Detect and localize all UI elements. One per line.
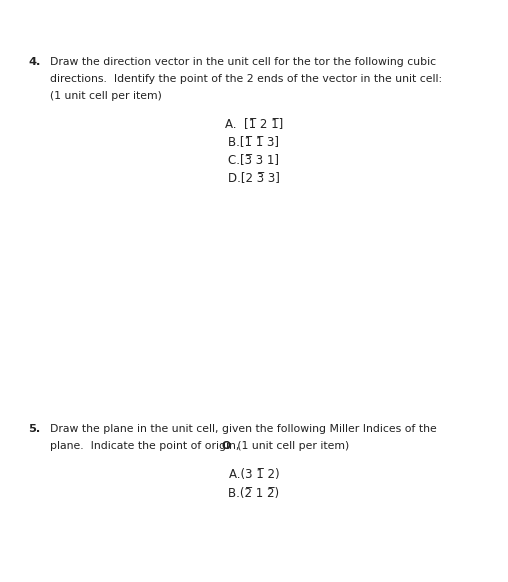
Text: .  (1 unit cell per item): . (1 unit cell per item): [228, 441, 350, 451]
Text: 5.: 5.: [28, 424, 40, 434]
Text: O: O: [222, 441, 231, 451]
Text: 4.: 4.: [28, 57, 40, 67]
Text: D.[2 3̅ 3]: D.[2 3̅ 3]: [228, 171, 280, 184]
Text: Draw the direction vector in the unit cell for the tor the following cubic: Draw the direction vector in the unit ce…: [50, 57, 436, 67]
Text: C.[3̅ 3 1]: C.[3̅ 3 1]: [229, 153, 279, 166]
Text: plane.  Indicate the point of origin,: plane. Indicate the point of origin,: [50, 441, 243, 451]
Text: Draw the plane in the unit cell, given the following Miller Indices of the: Draw the plane in the unit cell, given t…: [50, 424, 437, 434]
Text: A.(3 1̅ 2): A.(3 1̅ 2): [229, 468, 279, 481]
Text: B.[1̅ 1̅ 3]: B.[1̅ 1̅ 3]: [229, 135, 279, 148]
Text: (1 unit cell per item): (1 unit cell per item): [50, 91, 162, 101]
Text: B.(2̅ 1 2̅): B.(2̅ 1 2̅): [229, 487, 279, 500]
Text: directions.  Identify the point of the 2 ends of the vector in the unit cell:: directions. Identify the point of the 2 …: [50, 74, 442, 84]
Text: A.  [1̅ 2 1̅]: A. [1̅ 2 1̅]: [225, 117, 283, 130]
